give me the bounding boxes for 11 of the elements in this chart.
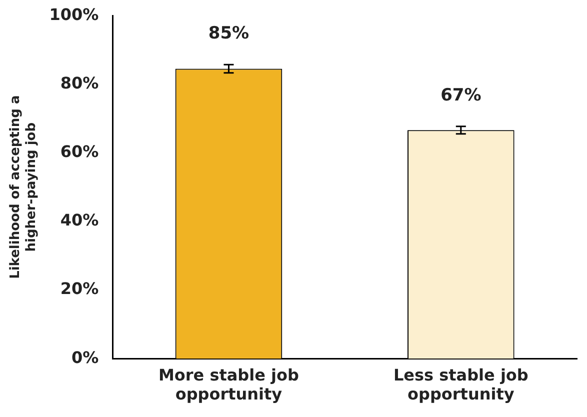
x-tick-label: More stable job opportunity xyxy=(158,365,299,404)
y-tick-label: 80% xyxy=(60,73,99,92)
x-tick-label: Less stable job opportunity xyxy=(393,365,528,404)
data-label: 85% xyxy=(208,24,250,44)
y-axis-title: Likelihood of accepting a higher-paying job xyxy=(8,95,39,279)
y-tick-label: 20% xyxy=(60,279,99,298)
data-label: 67% xyxy=(440,85,482,106)
y-tick-label: 100% xyxy=(49,4,99,24)
y-tick-label: 0% xyxy=(71,348,99,367)
y-tick-label: 60% xyxy=(60,142,99,161)
y-tick-label: 40% xyxy=(60,210,99,230)
